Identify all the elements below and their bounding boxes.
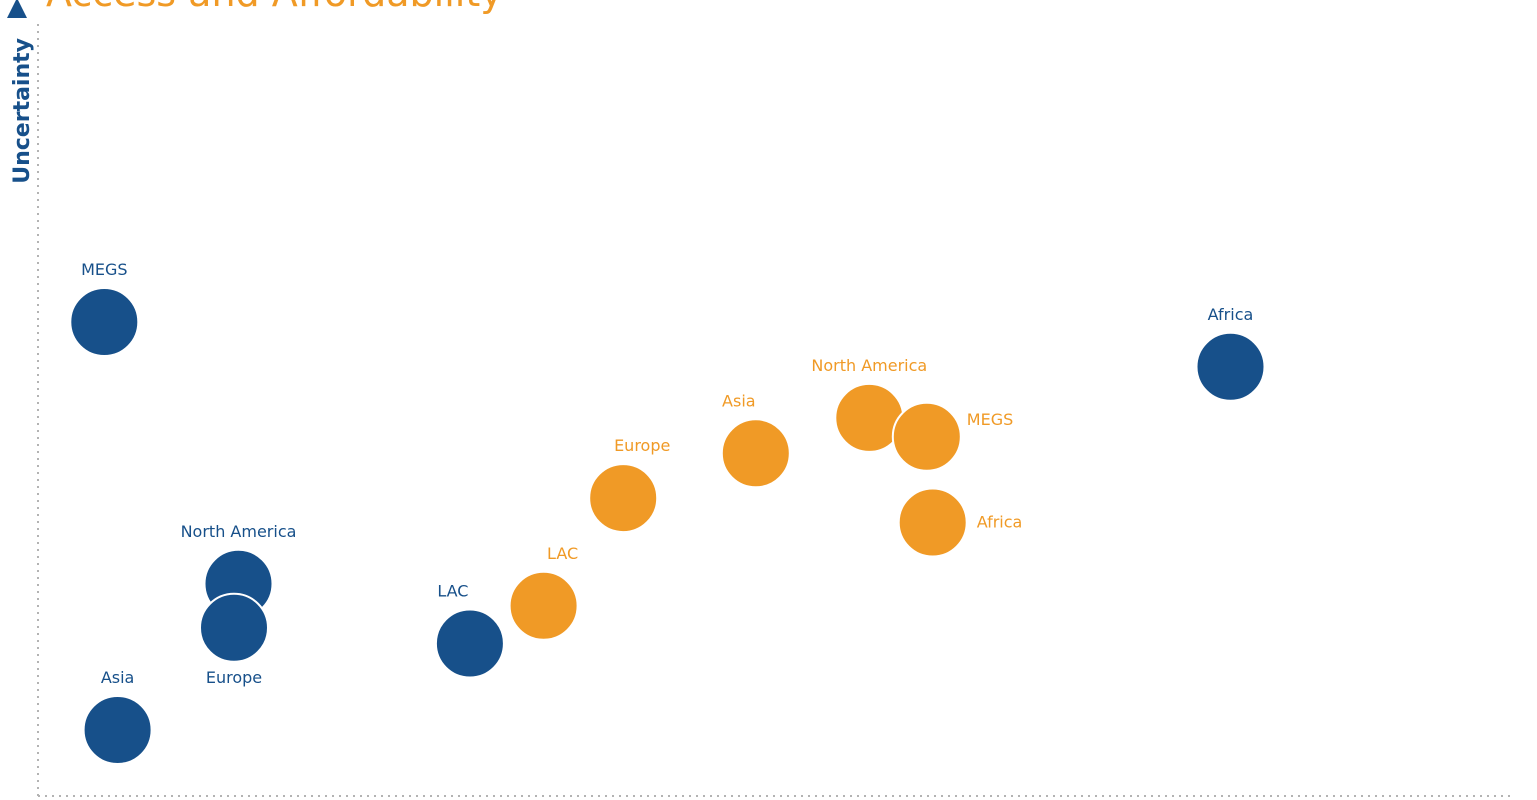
data-point-label: LAC — [547, 544, 578, 563]
y-axis-arrow-icon — [7, 0, 27, 18]
data-points: MEGS North America Europe Asia LAC Africa LAC E… — [69, 260, 1266, 765]
data-point — [897, 487, 968, 558]
data-point — [1195, 331, 1266, 402]
data-point-label: Asia — [101, 668, 135, 687]
data-point — [588, 463, 659, 534]
chart-title: Access and Affordability — [46, 0, 503, 15]
data-point — [82, 695, 153, 765]
data-point-label: Asia — [722, 391, 756, 410]
data-point-label: Europe — [614, 436, 670, 455]
data-point-label: Europe — [206, 668, 262, 687]
data-point-label: Africa — [977, 513, 1023, 532]
axes — [7, 0, 1512, 797]
data-point — [720, 418, 791, 489]
data-point — [508, 570, 579, 641]
data-point-label: North America — [811, 356, 927, 375]
data-point — [199, 592, 269, 663]
data-point-label: MEGS — [81, 260, 127, 279]
data-point-label: LAC — [437, 582, 468, 601]
data-point-label: MEGS — [967, 410, 1013, 429]
data-point — [69, 287, 140, 357]
data-point — [434, 608, 505, 679]
data-point-label: North America — [181, 522, 297, 541]
data-point — [891, 401, 962, 472]
data-point-label: Africa — [1208, 305, 1254, 324]
y-axis-label: Uncertainty — [10, 38, 35, 184]
